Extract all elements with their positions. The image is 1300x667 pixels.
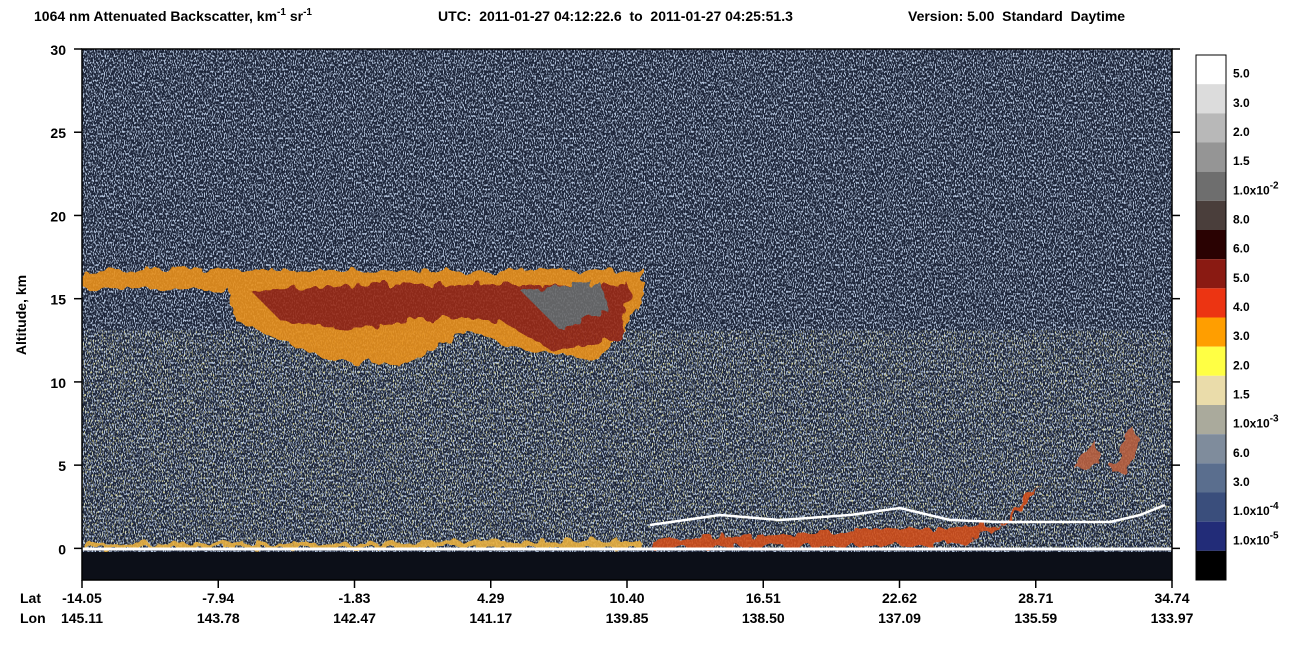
colorbar-swatch	[1196, 521, 1226, 551]
colorbar-label: 3.0	[1233, 96, 1250, 110]
colorbar-swatch	[1196, 142, 1226, 172]
colorbar-label: 1.0x10-4	[1233, 501, 1279, 518]
y-tick-label: 15	[50, 292, 66, 308]
colorbar-label-text: 8.0	[1233, 212, 1250, 226]
x-tick-lat: 34.74	[1154, 590, 1189, 606]
y-tick-label: 10	[50, 375, 66, 391]
colorbar-label: 2.0	[1233, 125, 1250, 139]
x-tick-lon: 142.47	[333, 610, 376, 626]
lon-label: Lon	[20, 610, 46, 626]
colorbar-label-text: 1.0x10	[1233, 417, 1270, 431]
y-tick-label: 30	[50, 42, 66, 58]
colorbar-label-exp: -4	[1270, 501, 1279, 512]
y-tick-label: 0	[58, 541, 66, 557]
x-tick-lat: 4.29	[477, 590, 504, 606]
x-tick-lat: -14.05	[62, 590, 102, 606]
colorbar: 5.03.02.01.51.0x10-28.06.05.04.03.02.01.…	[1195, 54, 1279, 581]
colorbar-swatch	[1196, 346, 1226, 376]
colorbar-label-exp: -5	[1270, 530, 1279, 541]
x-tick-lon: 137.09	[878, 610, 921, 626]
colorbar-label: 5.0	[1233, 67, 1250, 81]
colorbar-label-text: 5.0	[1233, 67, 1250, 81]
title-exp: -1	[277, 7, 286, 18]
x-tick-lon: 135.59	[1014, 610, 1057, 626]
colorbar-label-text: 2.0	[1233, 358, 1250, 372]
colorbar-label: 8.0	[1233, 212, 1250, 226]
colorbar-swatch	[1196, 317, 1226, 347]
colorbar-label: 1.0x10-3	[1233, 414, 1279, 431]
colorbar-swatch	[1196, 200, 1226, 230]
x-tick-lon: 139.85	[606, 610, 649, 626]
colorbar-label-exp: -2	[1270, 180, 1279, 191]
colorbar-label: 1.5	[1233, 154, 1250, 168]
x-tick-lat: 10.40	[609, 590, 644, 606]
colorbar-swatch	[1196, 492, 1226, 522]
x-tick-lat: -1.83	[339, 590, 371, 606]
x-tick-lon: 141.17	[469, 610, 512, 626]
colorbar-label: 3.0	[1233, 329, 1250, 343]
y-tick-label: 20	[50, 208, 66, 224]
x-tick-lon: 133.97	[1151, 610, 1194, 626]
title-utc: UTC: 2011-01-27 04:12:22.6 to 2011-01-27…	[438, 8, 793, 24]
colorbar-label-text: 5.0	[1233, 271, 1250, 285]
y-tick-label: 25	[50, 125, 66, 141]
plot-background	[81, 48, 1173, 581]
colorbar-swatch	[1196, 375, 1226, 405]
colorbar-label: 3.0	[1233, 475, 1250, 489]
colorbar-label: 4.0	[1233, 300, 1250, 314]
colorbar-label-text: 6.0	[1233, 446, 1250, 460]
colorbar-label: 1.0x10-2	[1233, 180, 1279, 197]
colorbar-label-text: 1.5	[1233, 154, 1250, 168]
colorbar-label-text: 3.0	[1233, 475, 1250, 489]
colorbar-swatch	[1196, 84, 1226, 114]
colorbar-swatch	[1196, 113, 1226, 143]
colorbar-label: 2.0	[1233, 358, 1250, 372]
colorbar-label-text: 6.0	[1233, 242, 1250, 256]
title-version: Version: 5.00 Standard Daytime	[908, 8, 1125, 24]
title-main: 1064 nm Attenuated Backscatter, km	[34, 8, 277, 24]
colorbar-label-text: 3.0	[1233, 96, 1250, 110]
colorbar-label-text: 4.0	[1233, 300, 1250, 314]
colorbar-swatch	[1196, 288, 1226, 318]
colorbar-label-text: 1.0x10	[1233, 183, 1270, 197]
x-tick-lat: 28.71	[1018, 590, 1053, 606]
colorbar-swatch	[1196, 171, 1226, 201]
colorbar-label: 6.0	[1233, 446, 1250, 460]
colorbar-label: 1.5	[1233, 387, 1250, 401]
colorbar-swatch	[1196, 550, 1226, 580]
colorbar-swatch	[1196, 463, 1226, 493]
colorbar-swatch	[1196, 405, 1226, 435]
y-axis-label: Altitude, km	[13, 275, 29, 355]
x-tick-lat: 22.62	[882, 590, 917, 606]
x-tick-lon: 138.50	[742, 610, 785, 626]
colorbar-label: 1.0x10-5	[1233, 530, 1279, 547]
title-unit: sr	[286, 8, 304, 24]
lat-label: Lat	[20, 590, 41, 606]
colorbar-swatch	[1196, 230, 1226, 260]
y-tick-label: 5	[58, 458, 66, 474]
colorbar-label-text: 3.0	[1233, 329, 1250, 343]
colorbar-frame	[1195, 54, 1227, 581]
colorbar-label: 5.0	[1233, 271, 1250, 285]
colorbar-label-exp: -3	[1270, 414, 1279, 425]
colorbar-label: 6.0	[1233, 242, 1250, 256]
title: 1064 nm Attenuated Backscatter, km-1 sr-…	[34, 7, 312, 24]
colorbar-swatch	[1196, 259, 1226, 289]
colorbar-label-text: 1.0x10	[1233, 504, 1270, 518]
x-tick-lat: 16.51	[746, 590, 781, 606]
colorbar-swatch	[1196, 55, 1226, 85]
x-tick-lon: 145.11	[61, 610, 103, 626]
title-exp: -1	[303, 7, 312, 18]
colorbar-label-text: 1.5	[1233, 387, 1250, 401]
colorbar-label-text: 2.0	[1233, 125, 1250, 139]
colorbar-swatch	[1196, 434, 1226, 464]
x-tick-lat: -7.94	[202, 590, 234, 606]
x-tick-lon: 143.78	[197, 610, 240, 626]
colorbar-label-text: 1.0x10	[1233, 533, 1270, 547]
